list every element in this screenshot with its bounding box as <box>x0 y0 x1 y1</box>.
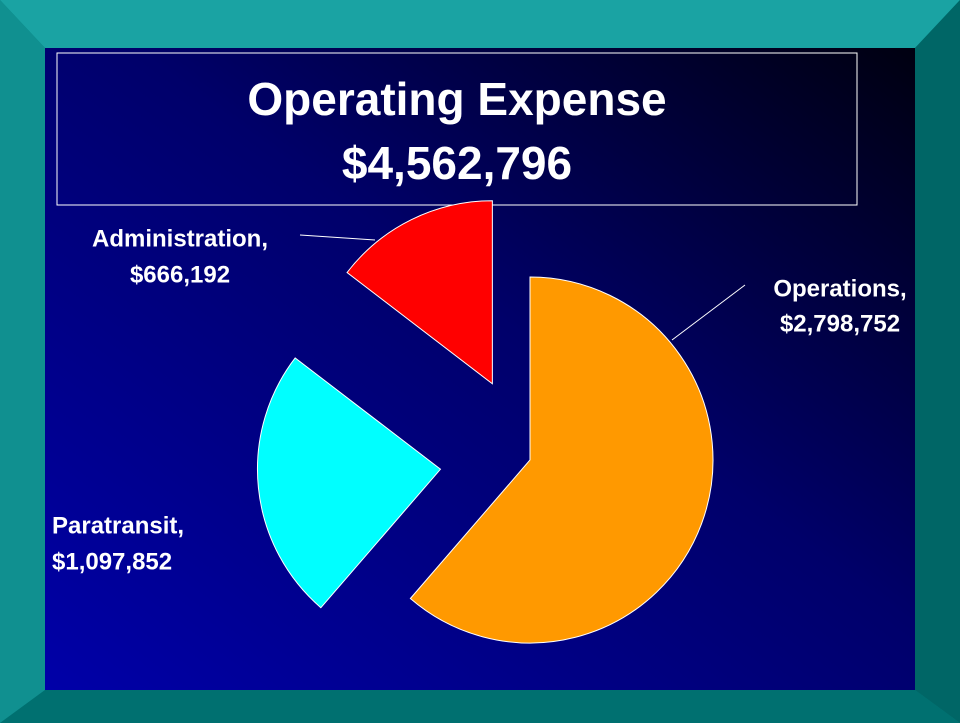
frame-top <box>0 0 960 48</box>
slice-label: Administration, <box>92 225 268 252</box>
slice-label: Paratransit, <box>52 512 184 539</box>
chart-title: Operating Expense <box>247 73 666 125</box>
pie-slice <box>346 200 493 385</box>
slice-value-label: $2,798,752 <box>780 310 900 337</box>
pie-slice <box>256 357 442 609</box>
frame-right <box>915 0 960 723</box>
leader-line <box>299 234 376 241</box>
pie-slice <box>409 276 714 644</box>
frame-bottom <box>0 690 960 723</box>
chart-subtitle: $4,562,796 <box>342 137 572 189</box>
leader-line <box>671 284 746 341</box>
slice-value-label: $1,097,852 <box>52 548 172 575</box>
frame-left <box>0 0 45 723</box>
pie <box>256 200 714 644</box>
slice-label: Operations, <box>773 275 906 302</box>
slice-value-label: $666,192 <box>130 261 230 288</box>
